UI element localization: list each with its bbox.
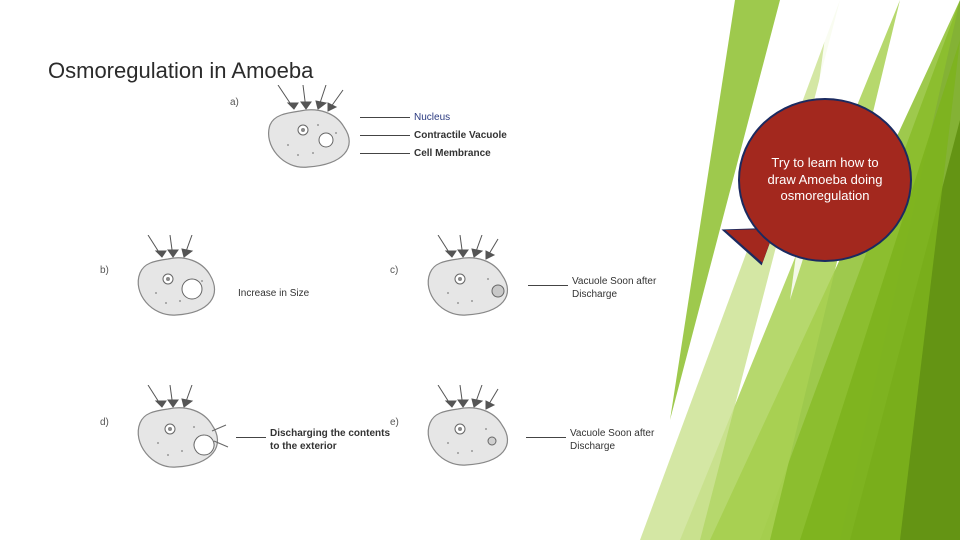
slide-title: Osmoregulation in Amoeba: [48, 58, 313, 84]
amoeba-d: [118, 385, 238, 480]
ann-discharging: Discharging the contents to the exterior: [270, 427, 400, 453]
ann-nucleus: Nucleus: [414, 111, 450, 124]
panel-e-letter: e): [390, 417, 399, 428]
diagram-area: a) Nucleus: [60, 85, 700, 505]
ann-vacuole-discharge-e: Vacuole Soon after Discharge: [570, 427, 665, 453]
slide: Osmoregulation in Amoeba Try to learn ho…: [0, 0, 960, 540]
panel-a: a) Nucleus: [230, 85, 520, 180]
ann-cell-membrane: Cell Membrance: [414, 147, 491, 160]
panel-a-letter: a): [230, 97, 239, 108]
panel-b-letter: b): [100, 265, 109, 276]
ann-increase-size: Increase in Size: [238, 287, 309, 300]
ann-contractile-vacuole: Contractile Vacuole: [414, 129, 507, 142]
panel-c: c) Vacuole Soon after Discharge: [390, 235, 670, 330]
ann-vacuole-discharge-c: Vacuole Soon after Discharge: [572, 275, 667, 301]
amoeba-a: [248, 85, 368, 175]
amoeba-c: [408, 235, 528, 325]
panel-b: b) Increase in Size: [100, 235, 320, 330]
panel-d: d) Discharging the contents to the exter…: [100, 385, 380, 485]
amoeba-e: [408, 385, 528, 475]
callout-bubble: Try to learn how to draw Amoeba doing os…: [738, 98, 912, 262]
panel-c-letter: c): [390, 265, 398, 276]
amoeba-b: [118, 235, 228, 325]
panel-d-letter: d): [100, 417, 109, 428]
panel-e: e) Vacuole Soon after Discharge: [390, 385, 670, 485]
callout-text: Try to learn how to draw Amoeba doing os…: [740, 155, 910, 206]
